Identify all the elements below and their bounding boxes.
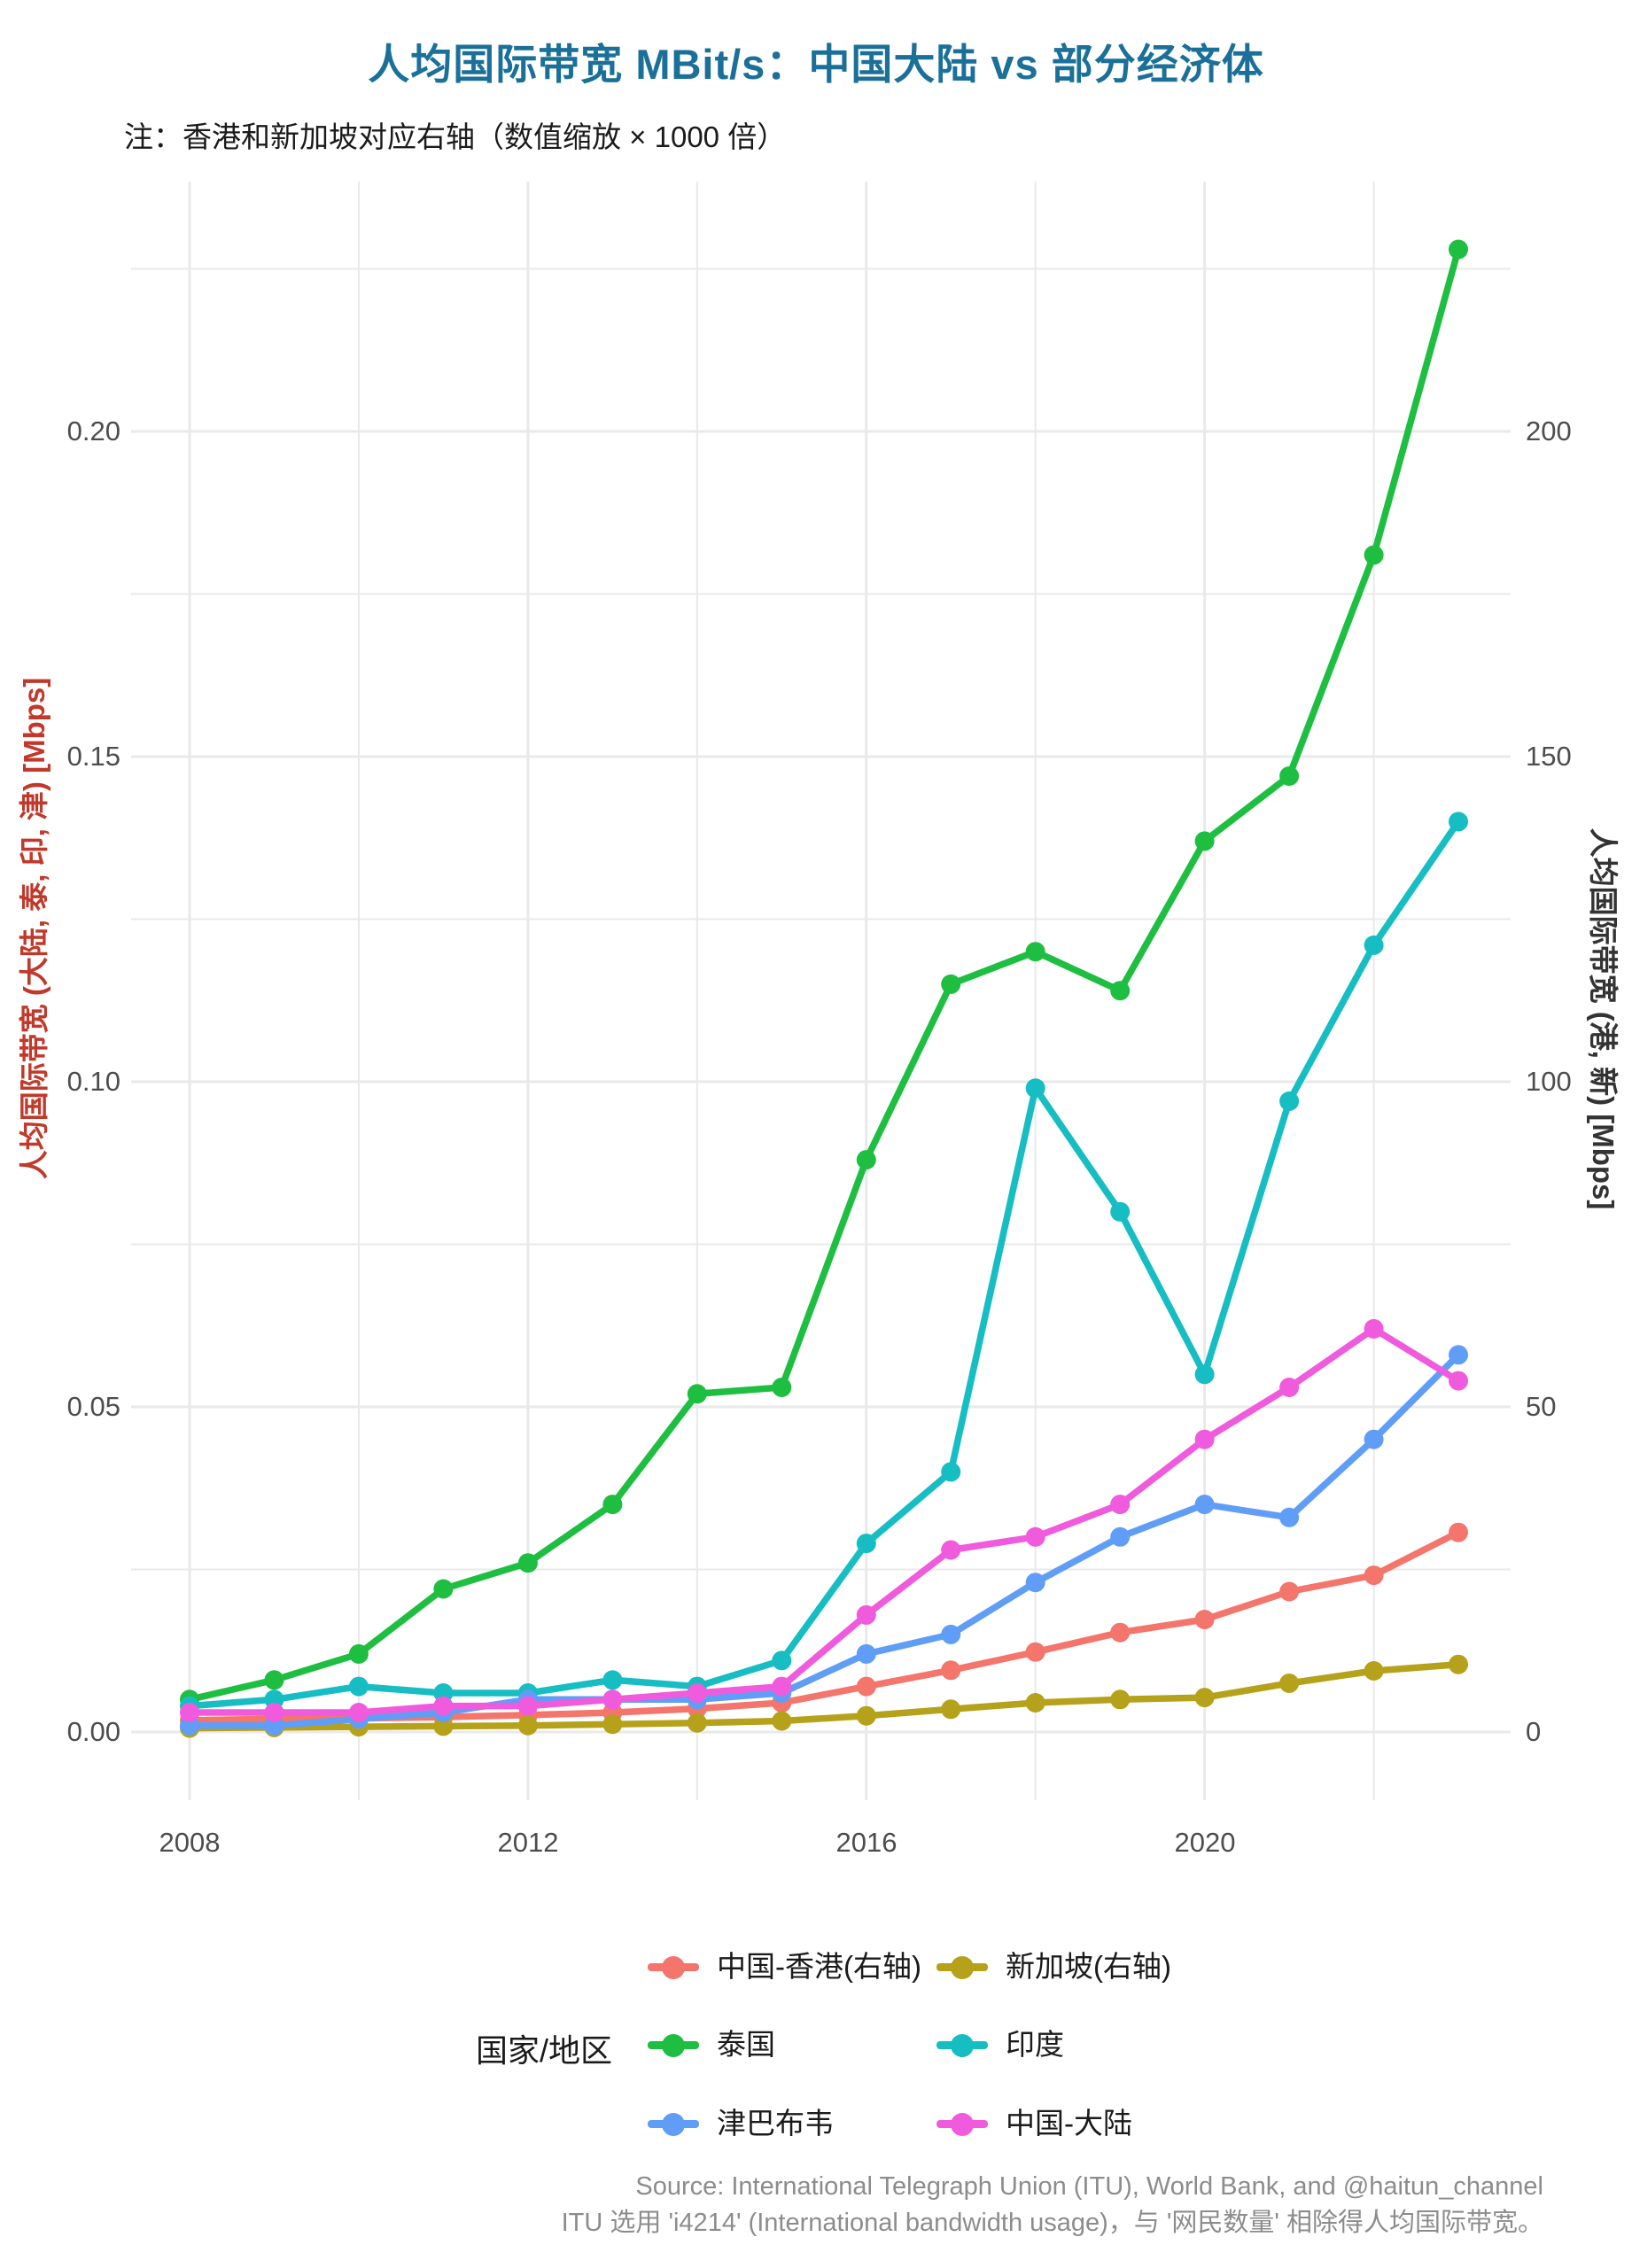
y-right-tick-1: 50 (1526, 1391, 1557, 1422)
y-left-tick-0: 0.00 (66, 1716, 120, 1747)
y-left-tick-2: 0.10 (66, 1066, 120, 1097)
y-right-tick-4: 200 (1526, 416, 1572, 447)
chart-subtitle: 注：香港和新加坡对应右轴（数值缩放 × 1000 倍） (124, 120, 787, 153)
legend-key-hongkong-icon (648, 1963, 699, 1971)
y-left-tick-3: 0.15 (66, 741, 120, 772)
y-right-tick-0: 0 (1526, 1716, 1542, 1747)
legend-key-india-icon (936, 2041, 988, 2049)
y-right-tick-2: 100 (1526, 1066, 1572, 1097)
x-tick-2020: 2020 (1174, 1827, 1236, 1858)
legend-key-china-mainland-icon (936, 2120, 988, 2128)
y-axis-right-title: 人均国际带宽 (港, 新) [Mbps] (1587, 827, 1620, 1210)
y-right-tick-3: 150 (1526, 741, 1572, 772)
legend-key-thailand-icon (648, 2041, 699, 2049)
legend-item-label: 泰国 (717, 2028, 775, 2061)
y-left-tick-1: 0.05 (66, 1391, 120, 1422)
legend-key-zimbabwe-icon (648, 2120, 699, 2128)
y-left-tick-4: 0.20 (66, 416, 120, 447)
legend-item-label: 印度 (1006, 2028, 1064, 2061)
x-tick-2012: 2012 (497, 1827, 559, 1858)
x-tick-2016: 2016 (835, 1827, 898, 1858)
y-axis-left-title: 人均国际带宽 (大陆, 泰, 印, 津) [Mbps] (18, 677, 51, 1180)
caption-line-2: ITU 选用 'i4214' (International bandwidth … (561, 2209, 1543, 2237)
legend-title: 国家/地区 (476, 2032, 613, 2069)
legend-item-label: 中国-大陆 (1006, 2107, 1132, 2140)
legend-item-label: 新加坡(右轴) (1006, 1950, 1171, 1983)
page-title: 人均国际带宽 MBit/s：中国大陆 vs 部分经济体 (368, 41, 1264, 88)
legend-item-label: 津巴布韦 (717, 2107, 834, 2140)
caption-line-1: Source: International Telegraph Union (I… (635, 2172, 1543, 2201)
legend-item-label: 中国-香港(右轴) (717, 1950, 921, 1983)
x-tick-2008: 2008 (159, 1827, 221, 1858)
legend-key-singapore-icon (936, 1963, 988, 1971)
source-caption: Source: International Telegraph Union (I… (214, 2169, 1543, 2241)
